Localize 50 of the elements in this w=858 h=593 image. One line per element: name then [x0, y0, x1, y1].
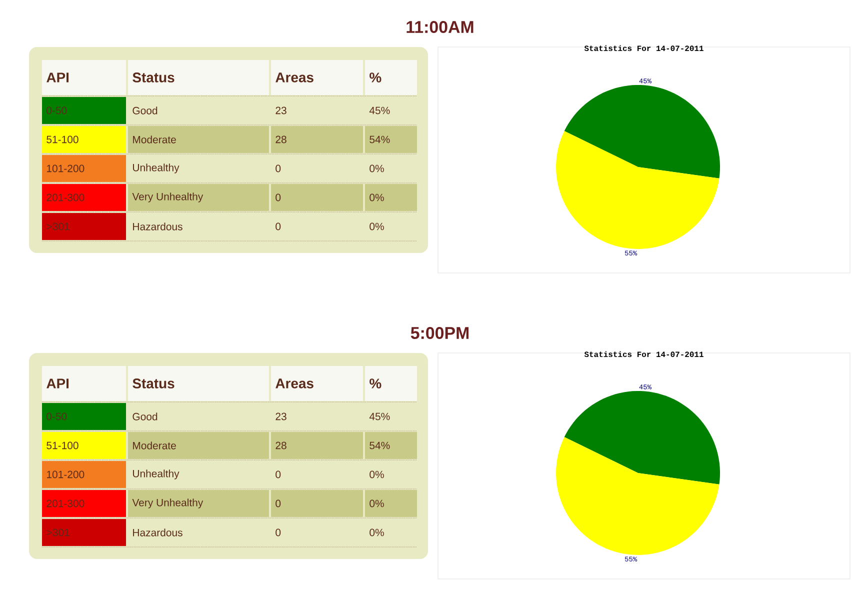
text: 45% [369, 106, 390, 114]
text: 28 [276, 442, 286, 450]
text: Very Unhealthy [132, 192, 204, 202]
text: 201-300 [46, 194, 84, 202]
text: API [46, 378, 69, 388]
text: Status [132, 378, 174, 388]
text: 0-50 [46, 106, 67, 114]
text: 0 [276, 500, 281, 508]
text: 0 [276, 164, 281, 172]
text: % [370, 72, 382, 82]
text: 0% [370, 500, 384, 508]
text: 0% [370, 528, 384, 536]
text: Hazardous [133, 222, 182, 230]
text: 0% [370, 164, 384, 172]
text: Hazardous [133, 528, 182, 536]
text: % [370, 378, 382, 388]
text: 101-200 [47, 164, 84, 172]
text: Status [132, 72, 174, 82]
text: 28 [276, 136, 286, 144]
text: Areas [276, 378, 314, 388]
text: 0% [370, 222, 384, 230]
text: 101-200 [47, 470, 84, 478]
text: 0 [276, 222, 281, 230]
text: Unhealthy [133, 470, 180, 480]
text: Good [132, 106, 158, 114]
text: 23 [276, 412, 286, 420]
text: 51-100 [46, 442, 78, 450]
text: 0% [370, 194, 384, 202]
text: Moderate [133, 136, 176, 144]
text: 0% [370, 470, 384, 478]
text: 51-100 [46, 136, 78, 144]
text: >301 [46, 222, 70, 230]
text: 0 [276, 194, 281, 202]
text: 0 [276, 528, 281, 536]
text: 201-300 [46, 500, 84, 508]
text: Areas [276, 72, 314, 82]
text: >301 [46, 528, 70, 536]
text: 11:00AM [406, 20, 474, 33]
text: 54% [370, 442, 390, 450]
text: 5:00PM [410, 326, 469, 339]
text: Very Unhealthy [132, 498, 204, 508]
text: 0-50 [46, 412, 67, 420]
text: 54% [370, 136, 390, 144]
text: API [46, 72, 69, 82]
text: Moderate [133, 442, 176, 450]
text: Good [132, 412, 158, 420]
text: 0 [276, 470, 281, 478]
text: Unhealthy [133, 164, 180, 174]
text: 45% [369, 412, 390, 420]
text: 23 [276, 106, 286, 114]
